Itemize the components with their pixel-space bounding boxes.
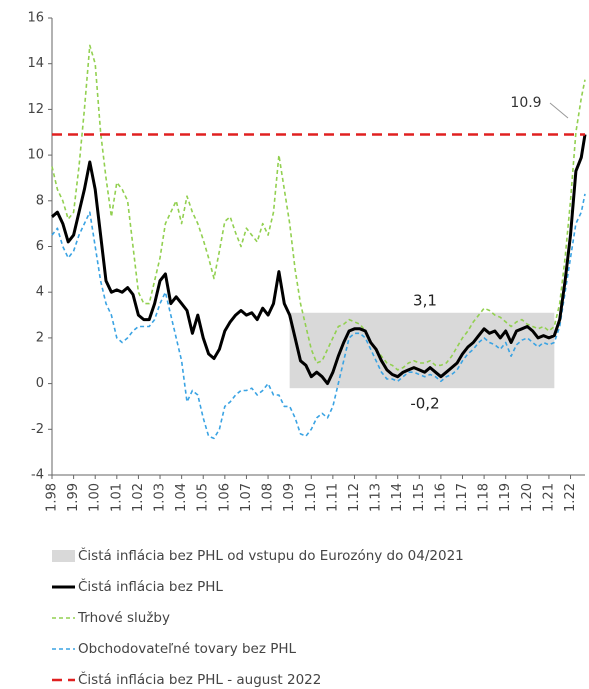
y-tick-label: 8 (36, 193, 44, 208)
x-tick-label: 1.98 (45, 483, 60, 512)
y-tick-label: 16 (27, 11, 44, 26)
legend-label: Čistá inflácia bez PHL - august 2022 (78, 670, 321, 688)
reference-label: 10.9 (510, 95, 541, 111)
legend-label: Čistá inflácia bez PHL od vstupu do Euro… (78, 546, 464, 564)
x-tick-label: 1.14 (390, 483, 405, 512)
y-tick-label: 14 (27, 56, 44, 71)
y-tick-label: 0 (36, 376, 44, 391)
legend-label: Čistá inflácia bez PHL (78, 577, 223, 595)
legend-label: Obchodovateľné tovary bez PHL (78, 641, 297, 657)
x-tick-label: 1.09 (282, 483, 297, 512)
x-tick-label: 1.03 (153, 483, 168, 512)
x-tick-label: 1.05 (196, 483, 211, 512)
series-line (51, 44, 586, 371)
x-tick-label: 1.99 (66, 483, 81, 512)
y-tick-label: 4 (36, 285, 44, 300)
series-line (51, 193, 586, 440)
x-tick-label: 1.22 (563, 483, 578, 512)
legend-label: Trhové služby (77, 610, 170, 626)
band-label: 3,1 (413, 291, 437, 309)
x-tick-label: 1.04 (174, 483, 189, 512)
x-tick-label: 1.18 (477, 483, 492, 512)
series-line (51, 134, 587, 386)
x-tick-label: 1.00 (88, 483, 103, 512)
y-tick-label: 2 (36, 330, 44, 345)
x-tick-label: 1.08 (261, 483, 276, 512)
x-tick-label: 1.10 (304, 483, 319, 512)
y-tick-label: 10 (27, 148, 44, 163)
x-tick-label: 1.02 (131, 483, 146, 512)
band-label: -0,2 (410, 395, 439, 413)
x-tick-label: 1.17 (455, 483, 470, 512)
y-tick-label: 12 (27, 102, 44, 117)
x-tick-label: 1.15 (412, 483, 427, 512)
x-tick-label: 1.16 (433, 483, 448, 512)
x-tick-label: 1.19 (498, 483, 513, 512)
legend-swatch (52, 550, 75, 562)
x-tick-label: 1.13 (369, 483, 384, 512)
x-tick-label: 1.20 (520, 483, 535, 512)
x-tick-label: 1.21 (541, 483, 556, 512)
y-tick-label: 6 (36, 239, 44, 254)
x-tick-label: 1.06 (217, 483, 232, 512)
x-tick-label: 1.07 (239, 483, 254, 512)
x-tick-label: 1.12 (347, 483, 362, 512)
y-tick-label: -4 (31, 468, 44, 483)
annotation-leader (549, 102, 569, 119)
x-tick-label: 1.01 (109, 483, 124, 512)
x-tick-label: 1.11 (325, 483, 340, 512)
y-tick-label: -2 (31, 422, 44, 437)
